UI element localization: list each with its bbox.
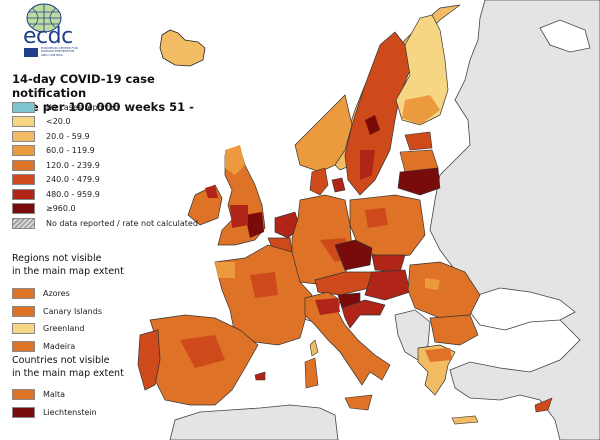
legend-label: 480.0 - 959.9 xyxy=(46,189,100,199)
countries-title-line1: Countries not visible xyxy=(12,355,110,366)
sicily xyxy=(344,394,373,411)
slovakia xyxy=(371,254,406,273)
ecdc-logo: ecdc EUROPEAN CENTRE FOR DISEASE PREVENT… xyxy=(18,2,98,62)
legend-label: 20.0 - 59.9 xyxy=(46,131,90,141)
balearic-islands xyxy=(254,371,266,381)
legend-label: Greenland xyxy=(43,324,85,334)
legend-label: No cases reported xyxy=(46,102,119,112)
legend-title-line1: 14-day COVID-19 case notification xyxy=(12,72,155,100)
legend-swatch xyxy=(12,159,35,171)
legend-label: No data reported / rate not calculated xyxy=(46,218,198,228)
cyprus xyxy=(534,397,553,413)
legend-item: No cases reported xyxy=(12,100,198,115)
legend-label: Azores xyxy=(43,289,70,299)
legend-swatch xyxy=(12,174,35,186)
lithuania xyxy=(397,167,441,196)
legend-item: 120.0 - 239.9 xyxy=(12,158,198,173)
legend-item: <20.0 xyxy=(12,115,198,130)
legend-swatch xyxy=(12,203,35,215)
legend-swatch xyxy=(12,288,35,300)
regions-legend: Azores Canary Islands Greenland Madeira xyxy=(12,285,102,355)
legend-label: 240.0 - 479.9 xyxy=(46,175,100,185)
corsica xyxy=(309,339,319,357)
legend-swatch-hatched xyxy=(12,217,35,229)
finland xyxy=(395,14,449,126)
denmark xyxy=(309,167,329,196)
legend-item: 480.0 - 959.9 xyxy=(12,187,198,202)
legend-swatch xyxy=(12,340,35,352)
countries-title-line2: in the main map extent xyxy=(12,367,124,379)
legend-label: <20.0 xyxy=(46,117,71,127)
legend-label: ≥960.0 xyxy=(46,204,76,214)
hungary xyxy=(364,269,411,301)
globe-icon xyxy=(26,3,62,32)
legend-item-malta: Malta xyxy=(12,386,97,404)
legend-item: 20.0 - 59.9 xyxy=(12,129,198,144)
legend-item: ≥960.0 xyxy=(12,202,198,217)
legend-swatch xyxy=(12,406,35,418)
legend-swatch xyxy=(12,323,35,335)
regions-not-visible-title: Regions not visible in the main map exte… xyxy=(12,253,162,278)
bulgaria xyxy=(429,314,479,346)
crete xyxy=(451,415,479,425)
rate-legend: No cases reported <20.0 20.0 - 59.9 60.0… xyxy=(12,100,198,231)
ecdc-wordmark: ecdc xyxy=(23,24,73,49)
black-sea xyxy=(469,287,576,331)
legend-item: 240.0 - 479.9 xyxy=(12,173,198,188)
legend-label: Liechtenstein xyxy=(43,407,97,417)
regions-title-line2: in the main map extent xyxy=(12,265,124,277)
legend-item-greenland: Greenland xyxy=(12,320,102,338)
legend-swatch xyxy=(12,116,35,128)
eu-flag-icon xyxy=(24,48,38,57)
legend-item-azores: Azores xyxy=(12,285,102,303)
legend-swatch xyxy=(12,145,35,157)
czechia xyxy=(334,239,373,271)
estonia xyxy=(404,131,433,151)
legend-item: No data reported / rate not calculated xyxy=(12,216,198,231)
legend-label: Malta xyxy=(43,390,66,400)
legend-swatch xyxy=(12,305,35,317)
countries-legend: Malta Liechtenstein xyxy=(12,386,97,421)
ecdc-subtitle: EUROPEAN CENTRE FOR DISEASE PREVENTION A… xyxy=(41,46,78,57)
legend-swatch xyxy=(12,188,35,200)
legend-item: 60.0 - 119.9 xyxy=(12,144,198,159)
legend-label: Madeira xyxy=(43,341,76,351)
legend-swatch xyxy=(12,130,35,142)
legend-swatch xyxy=(12,389,35,401)
portugal xyxy=(137,329,161,391)
countries-not-visible-title: Countries not visible in the main map ex… xyxy=(12,355,162,380)
legend-label: 120.0 - 239.9 xyxy=(46,160,100,170)
legend-label: Canary Islands xyxy=(43,306,102,316)
legend-item-liechtenstein: Liechtenstein xyxy=(12,404,97,422)
regions-title-line1: Regions not visible xyxy=(12,253,102,264)
legend-item-madeira: Madeira xyxy=(12,338,102,356)
croatia xyxy=(341,299,386,329)
iceland xyxy=(159,29,206,67)
sardinia xyxy=(304,357,319,389)
legend-label: 60.0 - 119.9 xyxy=(46,146,95,156)
legend-swatch-no-cases xyxy=(12,101,35,113)
legend-item-canary-islands: Canary Islands xyxy=(12,303,102,321)
